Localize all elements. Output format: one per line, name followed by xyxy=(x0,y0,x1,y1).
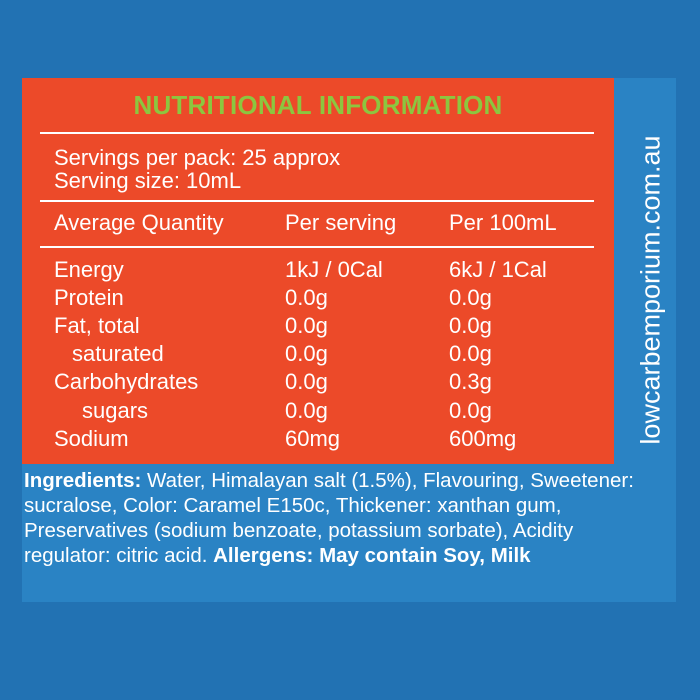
row-per-serving: 1kJ / 0Cal xyxy=(285,257,383,282)
header-average-quantity: Average Quantity xyxy=(54,210,224,235)
table-row: Fat, total 0.0g 0.0g xyxy=(22,312,614,340)
row-per-serving: 0.0g xyxy=(285,341,328,366)
row-per-serving: 0.0g xyxy=(285,398,328,423)
row-per-serving: 0.0g xyxy=(285,313,328,338)
row-per-100: 600mg xyxy=(449,426,517,451)
table-row: sugars 0.0g 0.0g xyxy=(22,397,614,425)
row-per-100: 0.3g xyxy=(449,369,492,394)
ingredients-label: Ingredients: xyxy=(24,469,142,492)
allergens-text: Allergens: May contain Soy, Milk xyxy=(213,544,531,567)
row-per-serving: 0.0g xyxy=(285,369,328,394)
header-per-100ml: Per 100mL xyxy=(449,210,557,235)
row-label: Energy xyxy=(54,257,124,282)
table-row: Energy 1kJ / 0Cal 6kJ / 1Cal xyxy=(22,256,614,284)
divider xyxy=(40,246,594,248)
divider xyxy=(40,132,594,134)
website-text: lowcarbemporium.com.au xyxy=(636,110,666,470)
header-per-serving: Per serving xyxy=(285,210,397,235)
row-label: saturated xyxy=(72,341,164,366)
ingredients-block: Ingredients: Water, Himalayan salt (1.5%… xyxy=(24,468,664,568)
row-per-100: 6kJ / 1Cal xyxy=(449,257,547,282)
website-label: lowcarbemporium.com.au xyxy=(635,135,666,445)
table-row: Carbohydrates 0.0g 0.3g xyxy=(22,368,614,396)
divider xyxy=(40,200,594,202)
row-per-serving: 0.0g xyxy=(285,285,328,310)
table-row: Protein 0.0g 0.0g xyxy=(22,284,614,312)
nutrition-panel: NUTRITIONAL INFORMATION Servings per pac… xyxy=(22,78,614,464)
row-per-100: 0.0g xyxy=(449,285,492,310)
row-per-100: 0.0g xyxy=(449,341,492,366)
serving-size: Serving size: 10mL xyxy=(54,168,242,193)
table-row: Sodium 60mg 600mg xyxy=(22,425,614,453)
row-label: sugars xyxy=(82,398,149,423)
row-per-100: 0.0g xyxy=(449,313,492,338)
row-label: Fat, total xyxy=(54,313,140,338)
ingredients-text: Water, Himalayan salt (1.5%), Flavouring… xyxy=(24,469,634,567)
table-row: saturated 0.0g 0.0g xyxy=(22,340,614,368)
row-label: Carbohydrates xyxy=(54,369,199,394)
panel-title: NUTRITIONAL INFORMATION xyxy=(133,90,503,120)
servings-per-pack: Servings per pack: 25 approx xyxy=(54,145,341,170)
row-label: Sodium xyxy=(54,426,129,451)
row-label: Protein xyxy=(54,285,124,310)
row-per-serving: 60mg xyxy=(285,426,341,451)
row-per-100: 0.0g xyxy=(449,398,492,423)
